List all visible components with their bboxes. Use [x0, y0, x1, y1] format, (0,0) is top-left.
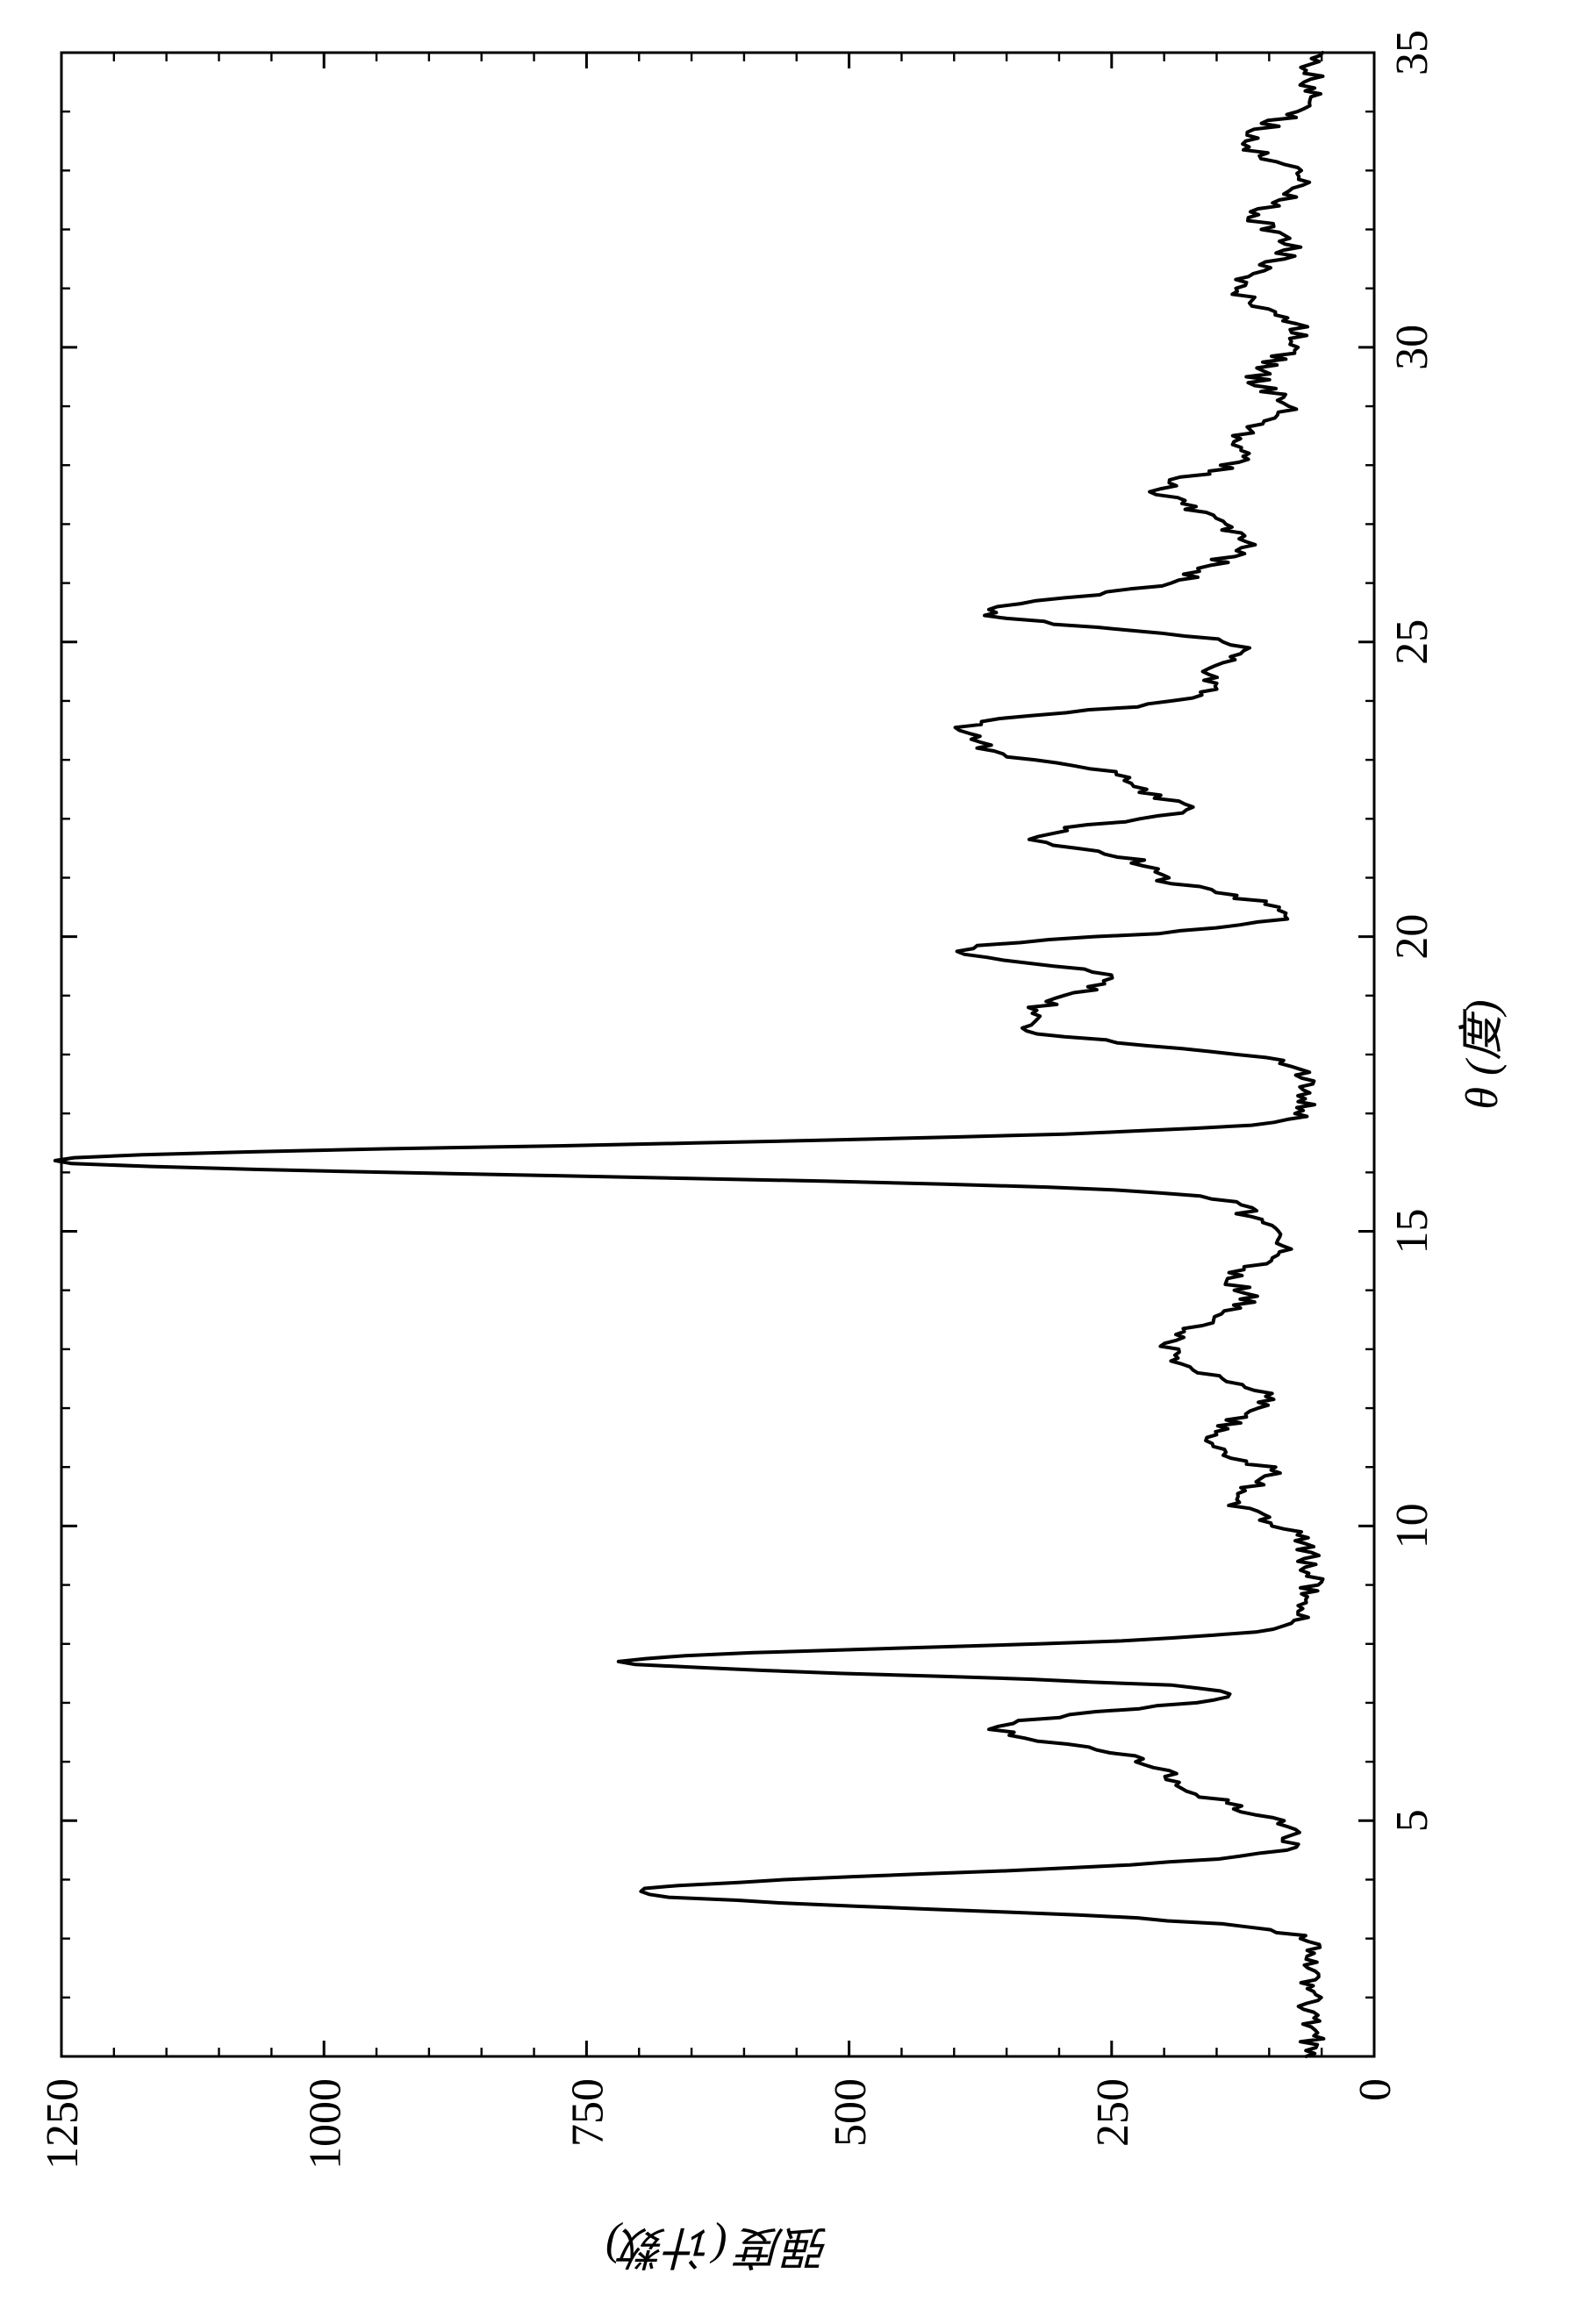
xrd-chart: 5 10 15 20 25 30 35 0 250 500 750 1000 1250 θ (度) 强度 (… — [0, 0, 1576, 2324]
x-tick-label: 25 — [1387, 619, 1437, 665]
y-tick-label: 500 — [826, 2078, 876, 2147]
x-tick-label: 30 — [1387, 325, 1437, 370]
y-tick-label: 0 — [1350, 2078, 1400, 2101]
y-tick-label: 1000 — [300, 2078, 350, 2170]
y-tick-label: 750 — [563, 2078, 613, 2147]
x-tick-label: 20 — [1387, 914, 1437, 960]
y-tick-label: 1250 — [38, 2078, 88, 2170]
x-tick-label: 35 — [1387, 30, 1437, 75]
x-tick-label: 15 — [1387, 1209, 1437, 1255]
chart-svg: 5 10 15 20 25 30 35 0 250 500 750 1000 1250 θ (度) 强度 (… — [0, 0, 1576, 2320]
x-tick-label: 10 — [1387, 1503, 1437, 1548]
x-axis-label: θ (度) — [1458, 999, 1508, 1109]
y-tick-label: 250 — [1088, 2078, 1138, 2147]
x-tick-label: 5 — [1387, 1809, 1437, 1832]
y-axis-label: 强度 (计数) — [605, 2221, 830, 2271]
